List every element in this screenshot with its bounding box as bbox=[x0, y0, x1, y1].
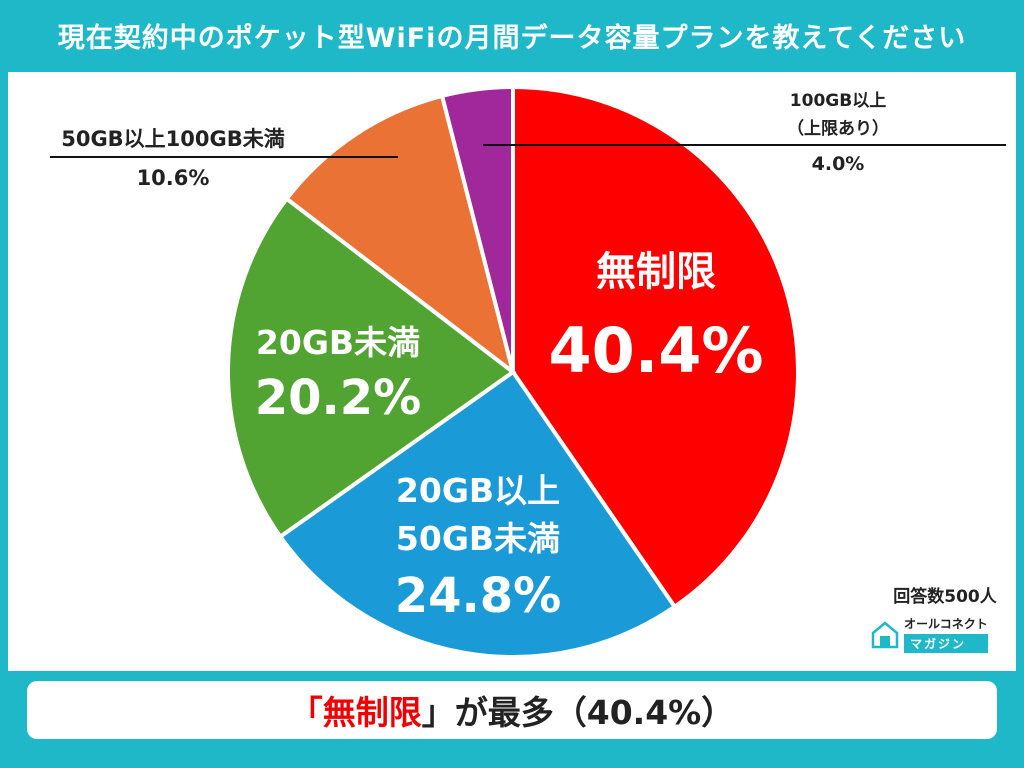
slice-label: （上限あり） bbox=[787, 118, 889, 139]
pie-slice bbox=[226, 195, 517, 540]
slice-label: 50GB未満 bbox=[396, 519, 560, 558]
slice-value-label: 10.6% bbox=[137, 166, 210, 190]
slice-value-label: 20.2% bbox=[255, 370, 422, 426]
summary-open-bracket: 「 bbox=[289, 693, 323, 732]
brand-logo: オールコネクト マガジン bbox=[870, 615, 1020, 653]
pie-chart: 無制限 40.4% 20GB以上 50GB未満 24.8% 20GB未満 20.2% 50GB… bbox=[50, 84, 1006, 659]
summary-rest: 」が最多（40.4%） bbox=[421, 693, 735, 732]
slice-label: 20GB以上 bbox=[396, 471, 560, 510]
summary-highlight: 無制限 bbox=[322, 693, 422, 732]
house-icon bbox=[871, 621, 899, 649]
slice-value-label: 40.4% bbox=[548, 314, 763, 387]
page-title: 現在契約中のポケット型WiFiの月間データ容量プランを教えてください bbox=[57, 22, 967, 54]
pie-slice bbox=[283, 93, 517, 378]
pie-slice bbox=[439, 84, 515, 373]
brand-top-text: オールコネクト bbox=[904, 617, 988, 631]
slice-value-label: 24.8% bbox=[395, 568, 562, 624]
source-block: 回答数500人 オールコネクト マガジン bbox=[870, 582, 1020, 653]
summary-banner: 「 無制限 」が最多（40.4%） bbox=[22, 676, 1002, 744]
summary-text: 「 無制限 」が最多（40.4%） bbox=[27, 681, 997, 739]
respondent-count: 回答数500人 bbox=[893, 587, 997, 607]
slice-label: 無制限 bbox=[596, 249, 716, 295]
slice-label: 100GB以上 bbox=[790, 91, 886, 111]
brand-wordmark: オールコネクト マガジン bbox=[904, 615, 988, 653]
pie-slice bbox=[511, 84, 800, 610]
pie-slice bbox=[277, 369, 678, 659]
chart-panel: 無制限 40.4% 20GB以上 50GB未満 24.8% 20GB未満 20.2% 50GB… bbox=[8, 72, 1016, 671]
slice-label: 50GB以上100GB未満 bbox=[61, 127, 285, 151]
slice-value-label: 4.0% bbox=[812, 153, 865, 175]
slice-label: 20GB未満 bbox=[256, 323, 420, 362]
brand-bottom-text: マガジン bbox=[904, 634, 988, 653]
